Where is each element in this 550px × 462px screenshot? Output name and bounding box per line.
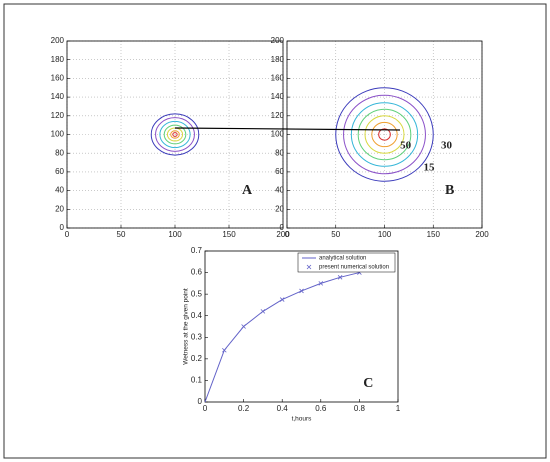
series-marker [222,347,227,353]
contour-label: 50 [400,139,412,151]
series-marker [260,309,266,314]
contour-line [172,132,178,137]
series-marker [337,275,343,280]
axes-frame [204,250,399,403]
series-marker [279,297,285,302]
x-tick-label: 50 [117,230,126,239]
panel-label: A [242,183,253,198]
plot-area [205,251,398,402]
contour-label: 15 [424,162,436,174]
y-tick-label: 0.5 [191,289,203,298]
y-tick-label: 140 [51,92,65,101]
series-marker [299,288,304,294]
y-tick-label: 40 [275,186,284,195]
x-tick-label: 0.8 [354,404,366,413]
series-marker [318,281,324,286]
y-tick-label: 160 [51,74,65,83]
y-tick-label: 20 [55,204,64,213]
y-tick-label: 0 [60,223,65,232]
y-tick-label: 0.3 [191,332,203,341]
y-tick-label: 100 [51,130,65,139]
y-tick-label: 140 [271,92,285,101]
contour-line [170,130,180,139]
y-tick-label: 120 [51,111,65,120]
y-tick-label: 180 [51,55,65,64]
y-tick-label: 20 [275,204,284,213]
x-tick-label: 100 [378,230,392,239]
y-tick-label: 40 [55,186,64,195]
x-tick-label: 0 [285,230,290,239]
contour-label: 30 [441,139,453,151]
x-tick-label: 200 [276,230,290,239]
x-axis-label: t,hours [292,416,313,423]
x-tick-label: 100 [168,230,182,239]
contour-line [350,102,419,167]
legend-box [297,252,396,273]
y-tick-label: 0 [280,223,285,232]
legend-label: present numerical solution [319,265,389,271]
contour-line [378,128,391,141]
y-tick-label: 200 [271,36,285,45]
y-tick-label: 0.4 [191,311,203,320]
contour-line [166,127,184,142]
x-tick-label: 200 [475,230,489,239]
y-tick-label: 60 [55,167,64,176]
contour-line [159,120,191,149]
series-marker [241,324,246,329]
x-tick-label: 50 [331,230,340,239]
y-tick-label: 0.1 [191,376,203,385]
x-tick-label: 150 [222,230,236,239]
y-tick-label: 200 [51,36,65,45]
contour-line [150,113,200,156]
axes-frame [286,40,483,229]
x-tick-label: 0 [203,404,208,413]
y-tick-label: 0 [198,397,203,406]
y-tick-label: 0.2 [191,354,203,363]
figure-border [3,3,547,459]
axes-frame [66,40,284,229]
y-axis-label: Wetness at the given point [183,288,190,365]
y-tick-label: 160 [271,74,285,83]
y-tick-label: 0.7 [191,246,203,255]
x-tick-label: 0.4 [277,404,289,413]
x-tick-label: 0.6 [315,404,327,413]
panel-label: C [363,376,373,391]
contour-line [343,94,426,175]
x-tick-label: 150 [427,230,441,239]
contour-line [364,115,405,154]
y-tick-label: 100 [271,130,285,139]
y-tick-label: 60 [275,167,284,176]
legend-label: analytical solution [319,256,366,262]
contour-line [371,121,398,148]
y-tick-label: 80 [55,148,64,157]
x-tick-label: 1 [396,404,401,413]
panel-label: B [445,183,454,198]
x-tick-label: 0.2 [238,404,250,413]
contour-line [155,117,195,152]
connector-line [174,127,401,131]
contour-line [357,108,412,161]
contour-line [335,87,434,182]
y-tick-label: 180 [271,55,285,64]
y-tick-label: 120 [271,111,285,120]
x-tick-label: 0 [65,230,70,239]
legend-swatch [306,264,312,270]
contour-line [163,124,187,145]
y-tick-label: 0.6 [191,268,203,277]
y-tick-label: 80 [275,148,284,157]
